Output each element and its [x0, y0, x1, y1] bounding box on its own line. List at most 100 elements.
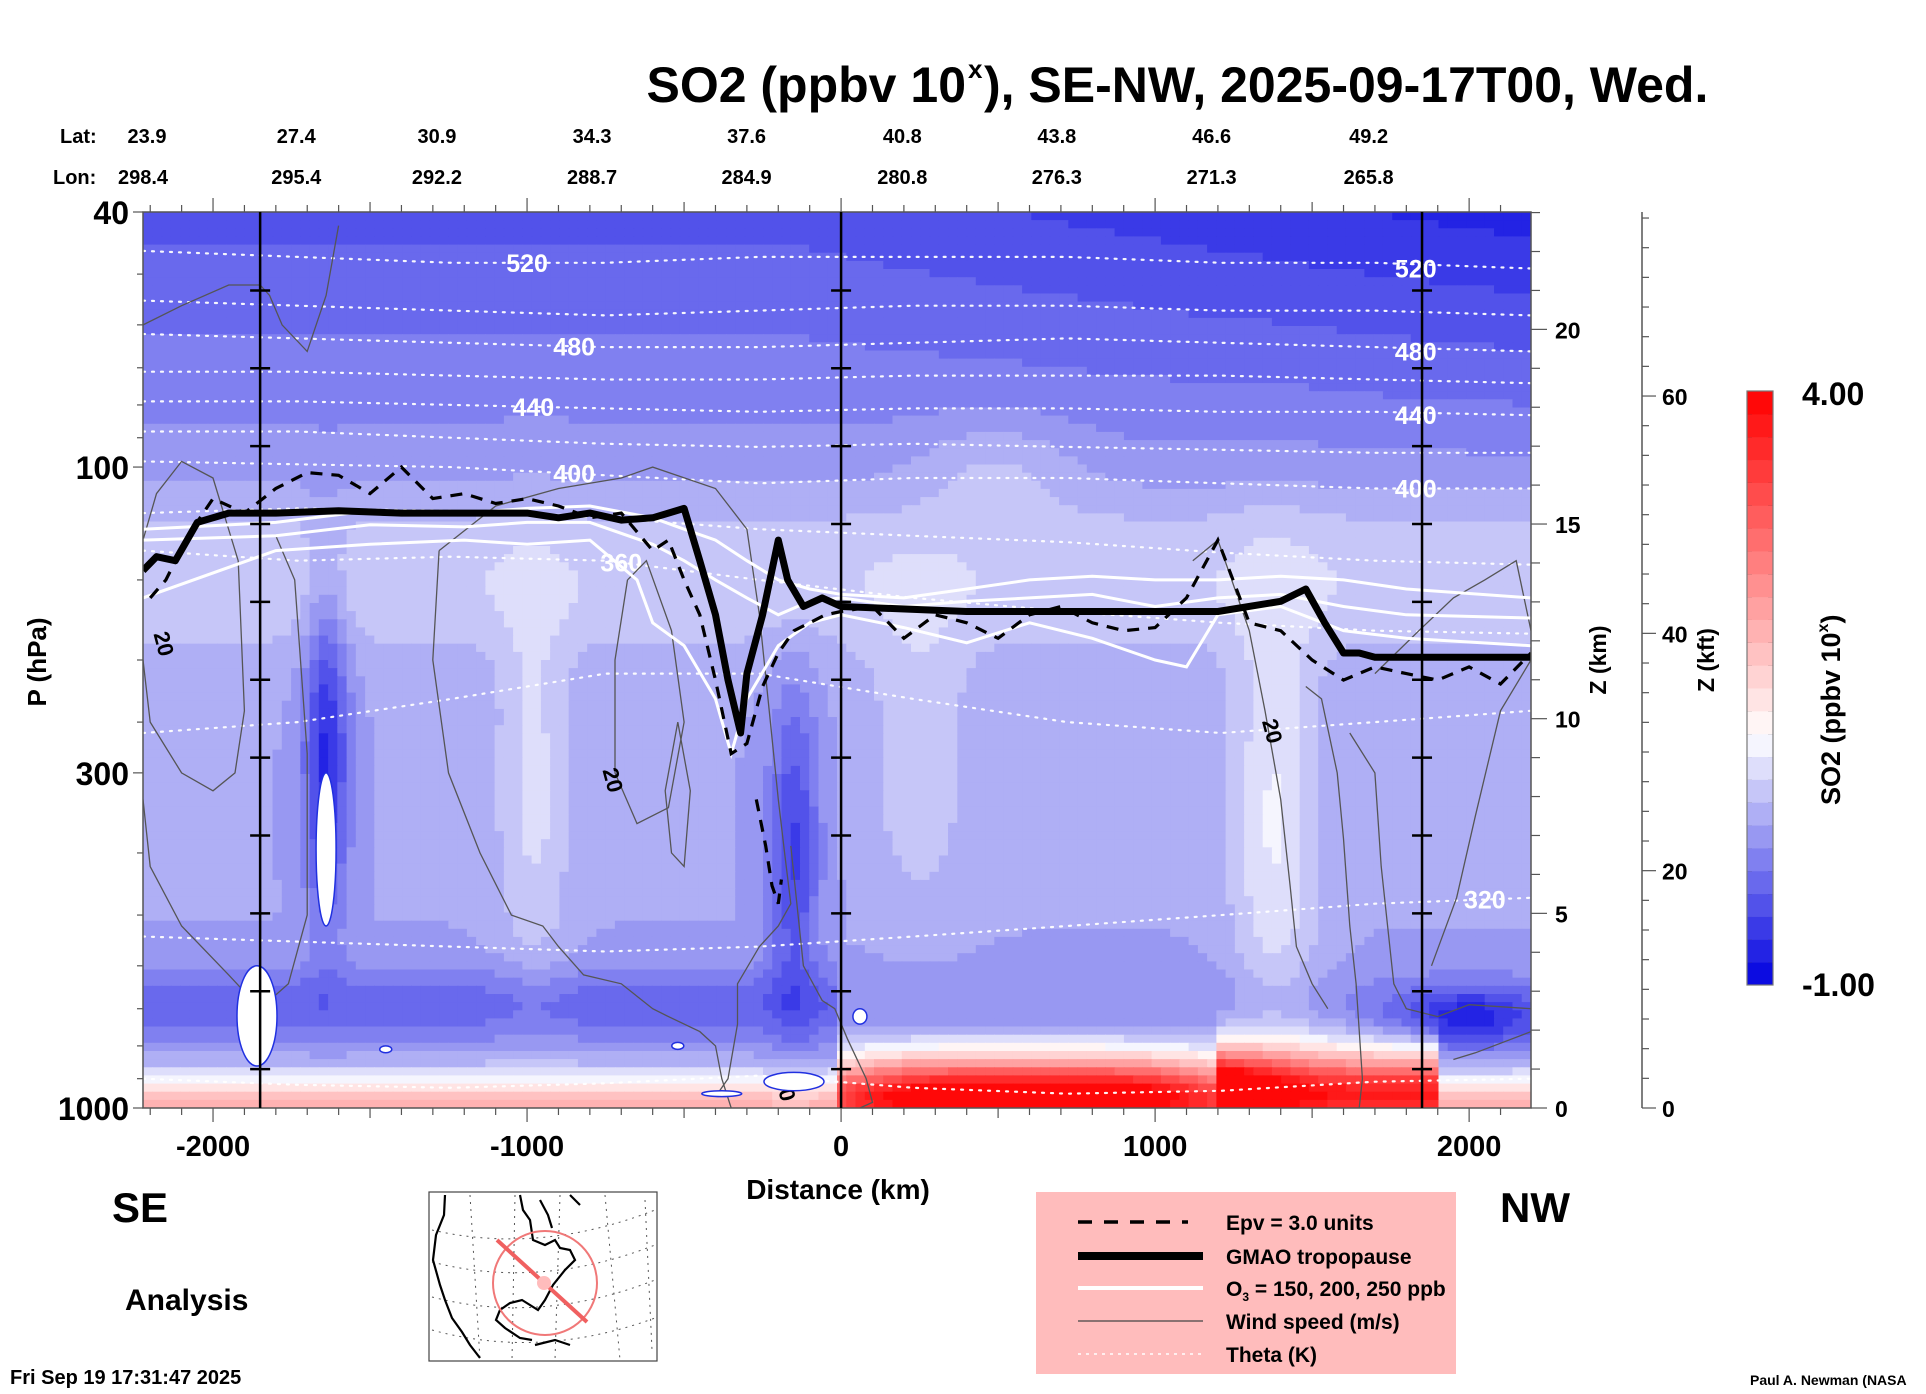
- so2-cell: [300, 318, 310, 327]
- so2-cell: [735, 245, 745, 254]
- so2-cell: [1522, 269, 1532, 278]
- so2-cell: [782, 318, 792, 327]
- so2-cell: [689, 440, 699, 449]
- so2-cell: [421, 359, 431, 368]
- so2-cell: [282, 245, 292, 254]
- so2-cell: [245, 294, 255, 303]
- so2-cell: [541, 228, 551, 237]
- so2-cell: [495, 326, 505, 335]
- so2-cell: [698, 383, 708, 392]
- so2-cell: [1411, 375, 1421, 384]
- so2-cell: [1263, 269, 1273, 278]
- so2-cell: [661, 326, 671, 335]
- so2-cell: [273, 261, 283, 270]
- so2-cell: [171, 261, 181, 270]
- so2-cell: [606, 236, 616, 245]
- so2-cell: [1290, 383, 1300, 392]
- so2-cell: [670, 448, 680, 457]
- so2-cell: [421, 245, 431, 254]
- so2-cell: [1050, 351, 1060, 360]
- so2-cell: [624, 236, 634, 245]
- so2-cell: [708, 212, 718, 221]
- so2-cell: [245, 334, 255, 343]
- so2-cell: [819, 228, 829, 237]
- so2-cell: [1263, 253, 1273, 262]
- so2-cell: [587, 220, 597, 229]
- so2-cell: [1189, 465, 1199, 474]
- so2-cell: [670, 351, 680, 360]
- so2-cell: [319, 228, 329, 237]
- so2-cell: [439, 228, 449, 237]
- so2-cell: [1318, 326, 1328, 335]
- so2-cell: [1355, 245, 1365, 254]
- so2-cell: [189, 359, 199, 368]
- so2-cell: [893, 310, 903, 319]
- so2-cell: [735, 424, 745, 433]
- so2-cell: [1133, 220, 1143, 229]
- so2-cell: [1216, 253, 1226, 262]
- so2-cell: [1198, 399, 1208, 408]
- so2-cell: [1309, 416, 1319, 425]
- so2-cell: [652, 367, 662, 376]
- so2-cell: [587, 391, 597, 400]
- so2-cell: [976, 342, 986, 351]
- so2-cell: [1189, 326, 1199, 335]
- so2-cell: [513, 456, 523, 465]
- so2-cell: [1198, 465, 1208, 474]
- so2-cell: [1161, 294, 1171, 303]
- so2-cell: [976, 318, 986, 327]
- so2-cell: [1087, 228, 1097, 237]
- so2-cell: [1263, 416, 1273, 425]
- so2-cell: [745, 245, 755, 254]
- so2-cell: [273, 465, 283, 474]
- so2-cell: [448, 448, 458, 457]
- so2-cell: [1105, 465, 1115, 474]
- so2-cell: [782, 432, 792, 441]
- so2-cell: [587, 440, 597, 449]
- so2-cell: [624, 294, 634, 303]
- so2-cell: [1124, 310, 1134, 319]
- so2-cell: [1022, 399, 1032, 408]
- so2-cell: [171, 269, 181, 278]
- so2-cell: [1244, 245, 1254, 254]
- so2-cell: [1124, 302, 1134, 311]
- so2-cell: [1253, 465, 1263, 474]
- so2-cell: [189, 326, 199, 335]
- so2-cell: [199, 383, 209, 392]
- so2-cell: [615, 424, 625, 433]
- so2-cell: [347, 375, 357, 384]
- so2-cell: [522, 375, 532, 384]
- so2-cell: [467, 448, 477, 457]
- so2-cell: [1448, 220, 1458, 229]
- so2-cell: [1402, 456, 1412, 465]
- so2-cell: [754, 228, 764, 237]
- lat-lon-values: 23.9298.427.4295.430.9292.234.3288.737.6…: [118, 126, 1394, 189]
- so2-cell: [513, 375, 523, 384]
- so2-cell: [1161, 359, 1171, 368]
- so2-cell: [1170, 277, 1180, 286]
- so2-cell: [476, 236, 486, 245]
- so2-cell: [1244, 334, 1254, 343]
- so2-cell: [1161, 318, 1171, 327]
- so2-cell: [967, 318, 977, 327]
- so2-cell: [356, 448, 366, 457]
- so2-cell: [430, 391, 440, 400]
- so2-cell: [745, 285, 755, 294]
- so2-cell: [763, 359, 773, 368]
- so2-cell: [726, 367, 736, 376]
- so2-cell: [245, 391, 255, 400]
- so2-cell: [1226, 383, 1236, 392]
- so2-cell: [569, 236, 579, 245]
- so2-cell: [596, 456, 606, 465]
- so2-cell: [162, 277, 172, 286]
- so2-cell: [337, 236, 347, 245]
- so2-cell: [310, 448, 320, 457]
- so2-cell: [772, 245, 782, 254]
- so2-cell: [1022, 432, 1032, 441]
- so2-cell: [152, 342, 162, 351]
- so2-cell: [1226, 269, 1236, 278]
- so2-cell: [1253, 456, 1263, 465]
- so2-cell: [513, 285, 523, 294]
- so2-cell: [282, 473, 292, 482]
- so2-cell: [957, 432, 967, 441]
